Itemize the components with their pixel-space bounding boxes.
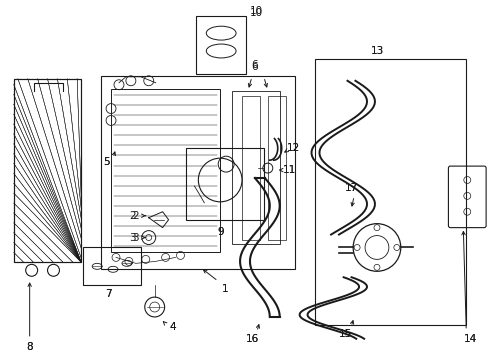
Text: 17: 17 [344,183,357,193]
Text: 11: 11 [283,165,296,175]
Bar [111,89,220,252]
Text: 11: 11 [283,165,296,175]
Bar [14,79,81,262]
Bar [267,96,285,239]
Text: 12: 12 [286,143,300,153]
Text: 5: 5 [102,157,109,167]
Text: 9: 9 [217,226,223,237]
Text: 12: 12 [286,143,300,153]
Text: 10: 10 [249,8,262,18]
Text: 16: 16 [245,334,258,344]
Text: 1: 1 [222,284,228,294]
Bar [232,91,279,244]
Text: 2: 2 [129,211,136,221]
Text: 15: 15 [338,329,351,339]
Text: 13: 13 [369,46,383,56]
Text: 7: 7 [104,289,111,299]
Bar [242,96,259,239]
Text: 2: 2 [132,211,139,221]
Text: 13: 13 [369,46,383,56]
Bar [14,79,81,262]
Text: 17: 17 [344,183,357,193]
Text: 15: 15 [338,329,351,339]
Text: 8: 8 [26,342,33,352]
Text: 14: 14 [463,334,476,344]
Text: 5: 5 [102,157,109,167]
Bar [315,59,466,325]
Bar [83,247,141,285]
Text: 10: 10 [249,6,262,16]
Text: 4: 4 [169,322,176,332]
Bar [101,76,294,269]
Bar [186,148,264,220]
Text: 7: 7 [104,289,111,299]
Text: 1: 1 [222,284,228,294]
Text: 3: 3 [132,233,139,243]
Text: 8: 8 [26,342,33,352]
Text: 4: 4 [169,322,176,332]
Text: 16: 16 [245,334,258,344]
Bar [196,16,245,74]
Text: 3: 3 [129,233,136,243]
Text: 9: 9 [217,226,223,237]
Text: 6: 6 [251,62,258,72]
Text: 14: 14 [463,334,476,344]
Text: 6: 6 [251,60,258,70]
